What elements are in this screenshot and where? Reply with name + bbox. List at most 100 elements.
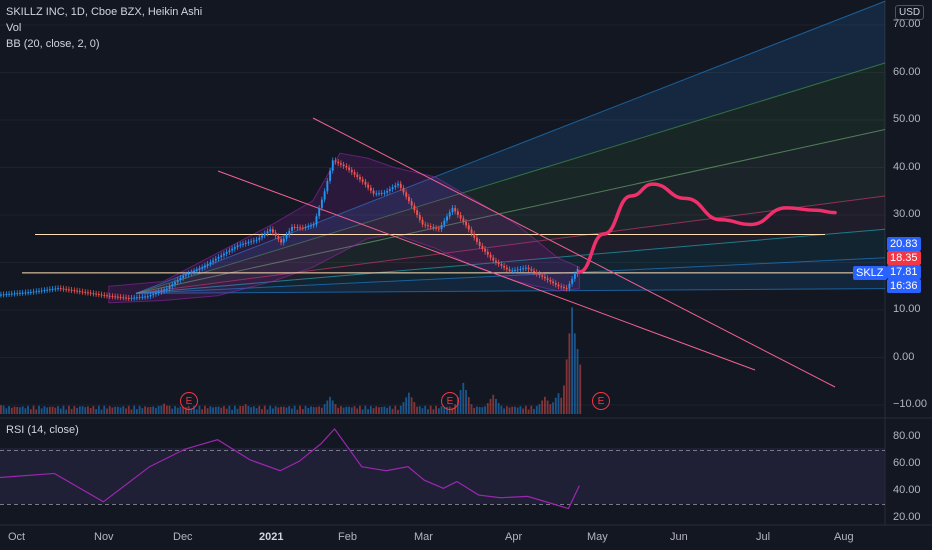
candle-body <box>432 226 435 228</box>
volume-bar <box>299 405 301 414</box>
volume-bar <box>116 406 119 414</box>
candle-body <box>459 214 462 219</box>
volume-bar <box>378 407 380 414</box>
candle-body <box>552 281 555 284</box>
candle-body <box>326 180 329 192</box>
candle-body <box>65 288 68 290</box>
candle-body <box>478 241 481 246</box>
rsi-tick: 20.00 <box>893 511 921 523</box>
time-tick: Jul <box>756 531 771 543</box>
candle-body <box>538 273 541 276</box>
volume-bar <box>103 405 106 414</box>
fan-line <box>135 0 886 294</box>
candle-body <box>383 192 386 194</box>
candle-body <box>206 263 209 266</box>
volume-bar <box>315 407 318 414</box>
volume-bar <box>84 407 87 414</box>
volume-bar <box>291 408 293 414</box>
volume-bar <box>465 389 467 414</box>
candle-body <box>367 184 370 188</box>
rsi-tick: 40.00 <box>893 484 921 496</box>
candle-body <box>522 268 525 270</box>
volume-bar <box>369 405 372 414</box>
candle-body <box>394 185 397 188</box>
volume-bar <box>524 405 527 414</box>
time-tick: Apr <box>505 531 523 543</box>
volume-bar <box>217 406 220 414</box>
earnings-marker[interactable]: E <box>180 392 198 410</box>
candle-body <box>454 207 457 212</box>
upper-band-badge: 20.83 <box>887 237 921 251</box>
time-tick: Aug <box>834 531 854 543</box>
time-tick: Jun <box>670 531 688 543</box>
candle-body <box>446 216 448 221</box>
candle-body <box>95 293 98 295</box>
price-tick: 50.00 <box>893 113 921 125</box>
candle-body <box>560 286 563 288</box>
candle-body <box>340 163 342 165</box>
currency-label[interactable]: USD <box>895 5 925 20</box>
volume-bar <box>405 397 408 414</box>
volume-bar <box>522 408 525 414</box>
candle-body <box>320 199 323 208</box>
candle-body <box>505 267 508 270</box>
volume-bar <box>571 307 573 414</box>
earnings-marker[interactable]: E <box>441 392 459 410</box>
volume-bar <box>304 405 307 414</box>
volume-bar <box>78 406 81 414</box>
candle-body <box>70 289 73 291</box>
candle-body <box>225 252 228 254</box>
time-tick: Dec <box>173 531 193 543</box>
volume-bar <box>565 359 568 414</box>
volume-bar <box>334 404 337 414</box>
volume-bar <box>201 409 204 414</box>
candle-body <box>350 169 353 173</box>
volume-bar <box>563 385 565 414</box>
candle-body <box>554 283 557 285</box>
volume-bar <box>549 404 552 414</box>
trend-line-lower <box>217 170 756 371</box>
volume-bar <box>435 405 437 414</box>
earnings-marker[interactable]: E <box>592 392 610 410</box>
candle-body <box>239 244 242 246</box>
volume-bar <box>165 405 168 414</box>
volume-bar <box>198 405 201 414</box>
candle-body <box>54 288 57 290</box>
candle-body <box>21 292 24 294</box>
projection-curve <box>577 182 837 274</box>
price-tick: −10.00 <box>893 398 927 410</box>
volume-bar <box>356 408 359 414</box>
volume-bar <box>323 404 326 414</box>
candle-body <box>220 255 223 258</box>
volume-bar <box>489 398 492 414</box>
volume-bar <box>560 397 563 414</box>
candle-body <box>402 188 405 193</box>
candle-body <box>427 225 429 227</box>
candle-body <box>193 270 196 273</box>
volume-bar <box>24 408 27 414</box>
candle-body <box>519 268 522 270</box>
candle-body <box>127 297 130 299</box>
candle-body <box>73 290 76 292</box>
volume-bar <box>470 404 473 414</box>
candle-body <box>399 183 402 189</box>
trend-line-upper <box>312 117 836 388</box>
volume-bar <box>100 409 103 414</box>
volume-bar <box>443 407 446 414</box>
volume-bar <box>141 408 144 414</box>
candle-body <box>19 292 21 294</box>
rsi-tick: 60.00 <box>893 457 921 469</box>
candle-body <box>111 296 114 298</box>
volume-bar <box>307 407 310 414</box>
candle-body <box>418 215 421 220</box>
candle-body <box>263 233 266 236</box>
volume-bar <box>399 405 402 414</box>
volume-bar <box>416 406 418 414</box>
volume-bar <box>106 408 108 414</box>
volume-bar <box>70 408 73 414</box>
volume-legend: Vol <box>6 22 22 34</box>
candle-body <box>97 294 100 296</box>
candle-body <box>465 221 468 226</box>
